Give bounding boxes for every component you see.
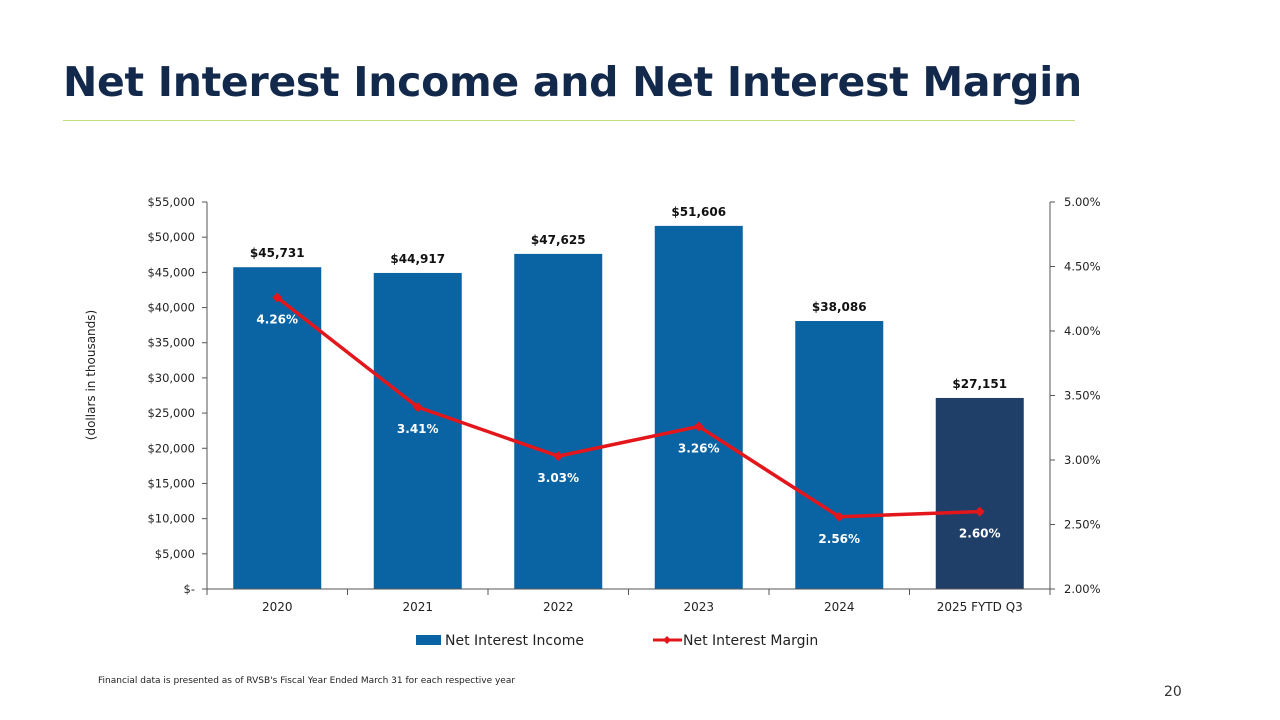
y-tick-label-right: 2.00%: [1064, 582, 1101, 596]
bar-value-label: $38,086: [812, 300, 867, 314]
x-tick-label: 2021: [402, 600, 433, 614]
footnote: Financial data is presented as of RVSB's…: [98, 676, 516, 686]
nim-point: [553, 451, 564, 462]
bar-value-label: $47,625: [531, 233, 586, 247]
y-tick-label-right: 2.50%: [1064, 518, 1101, 532]
bar-2022: [514, 253, 603, 589]
y-tick-label-left: $30,000: [147, 371, 195, 385]
y-axis-title: (dollars in thousands): [84, 310, 98, 440]
y-tick-label-left: $50,000: [147, 230, 195, 244]
x-tick-label: 2020: [262, 600, 293, 614]
y-tick-label-left: $45,000: [147, 265, 195, 279]
y-tick-label-left: $20,000: [147, 441, 195, 455]
y-tick-label-left: $25,000: [147, 406, 195, 420]
y-tick-label-left: $15,000: [147, 476, 195, 490]
page-number: 20: [1164, 684, 1182, 700]
y-tick-label-right: 3.00%: [1064, 453, 1101, 467]
combo-chart: $45,731 $44,917 $47,625 $51,606 $38,086 $27,1…: [84, 195, 1101, 649]
legend-label-bar: Net Interest Income: [445, 633, 584, 649]
bar-2025-fytd-q3: [935, 397, 1024, 589]
nim-value-label: 2.60%: [959, 527, 1001, 541]
legend-swatch-bar: [416, 635, 441, 645]
nim-value-label: 4.26%: [256, 312, 298, 326]
bar-value-label: $51,606: [671, 205, 726, 219]
x-tick-label: 2025 FYTD Q3: [937, 600, 1023, 614]
nim-value-label: 2.56%: [818, 532, 860, 546]
nim-line: [276, 296, 980, 519]
nim-point: [272, 292, 283, 303]
nim-value-label: 3.26%: [678, 441, 720, 455]
bar-2021: [373, 272, 462, 589]
y-tick-label-left: $35,000: [147, 336, 195, 350]
y-tick-label-right: 5.00%: [1064, 195, 1101, 209]
bar-value-label: $44,917: [390, 252, 445, 266]
nim-value-label: 3.03%: [537, 471, 579, 485]
x-tick-label: 2024: [824, 600, 855, 614]
nim-point: [693, 421, 704, 432]
nim-point: [412, 402, 423, 413]
x-tick-label: 2022: [543, 600, 574, 614]
y-tick-label-left: $5,000: [155, 547, 195, 561]
bar-2023: [654, 225, 743, 590]
y-tick-label-left: $55,000: [147, 195, 195, 209]
y-tick-label-left: $10,000: [147, 512, 195, 526]
legend-label-line: Net Interest Margin: [683, 633, 818, 649]
y-tick-label-right: 4.50%: [1064, 260, 1101, 274]
title-divider: [63, 120, 1075, 121]
y-tick-label-right: 3.50%: [1064, 389, 1101, 403]
nim-value-label: 3.41%: [397, 422, 439, 436]
legend-marker-line: [663, 636, 671, 644]
nim-point: [834, 511, 845, 522]
bar-2024: [795, 321, 884, 589]
y-tick-label-left: $-: [184, 582, 195, 596]
slide-title: Net Interest Income and Net Interest Mar…: [63, 58, 1082, 106]
x-tick-label: 2023: [683, 600, 714, 614]
bar-value-label: $45,731: [250, 246, 305, 260]
y-tick-label-left: $40,000: [147, 301, 195, 315]
bar-value-label: $27,151: [952, 377, 1007, 391]
y-tick-label-right: 4.00%: [1064, 324, 1101, 338]
nim-point: [974, 506, 985, 517]
